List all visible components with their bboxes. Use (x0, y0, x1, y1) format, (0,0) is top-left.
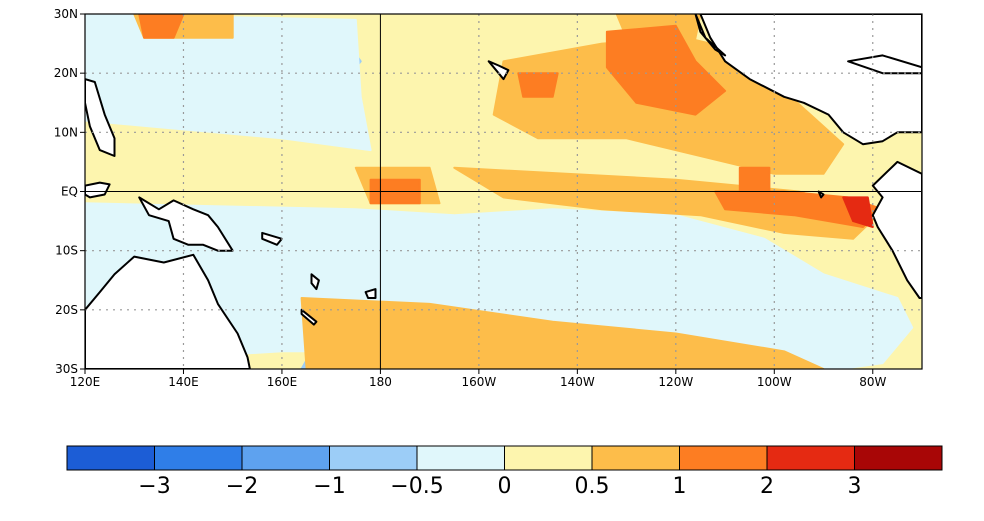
map-canvas: 30N 20N 10N EQ 10S 20S 30S 120E 140E 160E 180 160W… (54, 7, 923, 389)
colorbar-label: 2 (760, 474, 774, 499)
colorbar-swatch (679, 445, 768, 471)
latitude-ticks: 30N 20N 10N EQ 10S 20S 30S (54, 7, 85, 376)
land-cuba (847, 54, 922, 75)
colorbar-swatch (854, 445, 943, 471)
colorbar-labels: −3 −2 −1 −0.5 0 0.5 1 2 3 (138, 474, 861, 499)
lat-tick-label: 10S (55, 244, 78, 258)
colorbar-swatch (241, 445, 330, 471)
anomaly-region (138, 14, 185, 39)
lon-tick-label: 140W (560, 375, 595, 389)
lon-tick-label: 100W (757, 375, 792, 389)
colorbar-swatch (416, 445, 505, 471)
land-fiji (364, 288, 377, 299)
lat-tick-label: 10N (54, 125, 78, 139)
land-new-caledonia (300, 308, 318, 326)
grid-lines (85, 14, 922, 369)
lon-tick-label: 80W (859, 375, 886, 389)
lat-tick-label: 20S (55, 303, 78, 317)
land-borneo-sulawesi (85, 181, 111, 199)
anomaly-region (85, 14, 372, 152)
land-galapagos (817, 190, 825, 199)
colorbar-swatch (329, 445, 418, 471)
land-philippines (85, 78, 116, 157)
lat-tick-label: 30S (55, 362, 78, 376)
anomaly-region (842, 196, 874, 228)
land-solomons (261, 231, 283, 246)
anomaly-region (517, 72, 559, 98)
lat-tick-label: 20N (54, 66, 78, 80)
reference-lines (85, 14, 922, 369)
land-south-america (871, 160, 922, 299)
anomaly-layer (85, 14, 914, 369)
lon-tick-label: 140E (168, 375, 199, 389)
land-north-america (699, 14, 922, 146)
anomaly-region (453, 166, 879, 240)
longitude-ticks: 120E 140E 160E 180 160W 140W 120W 100W 80W (70, 369, 886, 389)
colorbar-swatch (504, 445, 593, 471)
colorbar-label: −0.5 (390, 474, 443, 499)
colorbar: −3 −2 −1 −0.5 0 0.5 1 2 3 (0, 430, 984, 516)
anomaly-region (738, 166, 771, 193)
colorbar-label: 1 (673, 474, 687, 499)
anomaly-region (300, 297, 825, 369)
lon-tick-label: 120W (658, 375, 693, 389)
colorbar-swatch (766, 445, 855, 471)
colorbar-canvas: −3 −2 −1 −0.5 0 0.5 1 2 3 (66, 445, 943, 499)
land-hawaii (487, 60, 510, 81)
land-baja-california (694, 14, 727, 57)
colorbar-label: −1 (313, 474, 345, 499)
colorbar-swatch (591, 445, 680, 471)
land-layer (85, 14, 922, 369)
sst-anomaly-map: 30N 20N 10N EQ 10S 20S 30S 120E 140E 160E 180 160W… (54, 7, 923, 389)
colorbar-label: −2 (226, 474, 258, 499)
colorbar-label: 0.5 (575, 474, 610, 499)
lon-tick-label: 160E (267, 375, 298, 389)
colorbar-swatch (66, 445, 155, 471)
colorbar-swatches (66, 445, 943, 471)
colorbar-label: 0 (498, 474, 512, 499)
colorbar-label: 3 (848, 474, 862, 499)
lon-tick-label: 180 (369, 375, 392, 389)
lat-tick-label: EQ (61, 185, 78, 199)
lon-tick-label: 120E (70, 375, 101, 389)
lon-tick-label: 160W (461, 375, 496, 389)
colorbar-label: −3 (138, 474, 170, 499)
land-australia (85, 253, 251, 369)
plot-area (85, 14, 922, 369)
colorbar-swatch (154, 445, 243, 471)
land-vanuatu (310, 273, 320, 291)
lat-tick-label: 30N (54, 7, 78, 21)
